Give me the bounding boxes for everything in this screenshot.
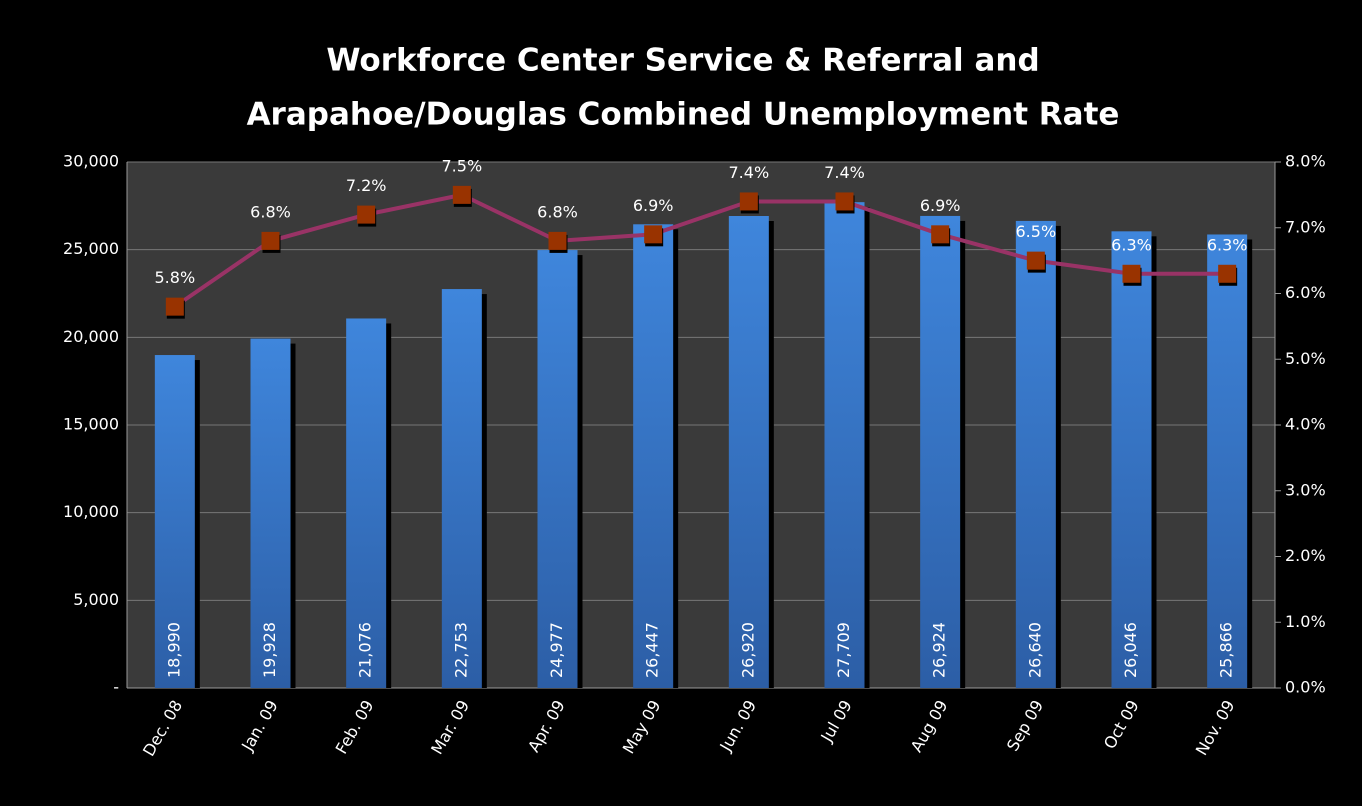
y2-tick-label: 2.0%: [1285, 546, 1326, 565]
y2-tick-label: 5.0%: [1285, 349, 1326, 368]
marker: [452, 185, 471, 204]
marker: [644, 225, 663, 244]
bar-value-label: 26,046: [1121, 622, 1140, 678]
bar: [824, 202, 865, 688]
y-tick-label: 25,000: [63, 239, 119, 258]
marker: [357, 205, 376, 224]
bar-value-label: 24,977: [547, 622, 566, 678]
line-value-label: 5.8%: [155, 268, 196, 287]
chart-title: Arapahoe/Douglas Combined Unemployment R…: [247, 97, 1120, 133]
bar-value-label: 25,866: [1217, 622, 1236, 678]
line-value-label: 7.5%: [442, 156, 483, 175]
bar-value-label: 21,076: [356, 622, 375, 678]
marker: [1122, 264, 1141, 283]
y-tick-label: -: [113, 678, 119, 697]
bar-value-label: 26,447: [643, 622, 662, 678]
bar-value-label: 22,753: [451, 622, 470, 678]
y-tick-label: 10,000: [63, 502, 119, 521]
line-value-label: 6.5%: [1016, 222, 1057, 241]
line-value-label: 6.8%: [250, 202, 291, 221]
bar: [920, 215, 961, 688]
bar: [537, 250, 578, 688]
bar: [1015, 220, 1056, 689]
bar: [633, 224, 674, 688]
bar: [250, 338, 291, 688]
y2-tick-label: 0.0%: [1285, 678, 1326, 697]
chart-title: Workforce Center Service & Referral and: [326, 43, 1039, 79]
bar: [154, 355, 195, 688]
line: [173, 192, 1228, 309]
bar-value-label: 27,709: [834, 622, 853, 678]
marker: [261, 231, 280, 250]
bar: [1207, 234, 1248, 689]
line-value-label: 6.9%: [633, 196, 674, 215]
marker: [165, 297, 184, 316]
bar-value-label: 19,928: [260, 622, 279, 678]
marker: [835, 192, 854, 211]
y2-tick-label: 3.0%: [1285, 480, 1326, 499]
bar: [728, 216, 769, 688]
y2-tick-label: 8.0%: [1285, 152, 1326, 171]
marker: [931, 225, 950, 244]
line-value-label: 6.3%: [1207, 235, 1248, 254]
y2-tick-label: 6.0%: [1285, 283, 1326, 302]
line-value-label: 6.8%: [537, 202, 578, 221]
line-value-label: 7.2%: [346, 176, 387, 195]
marker: [1218, 264, 1237, 283]
y-tick-label: 20,000: [63, 327, 119, 346]
y2-tick-label: 7.0%: [1285, 217, 1326, 236]
marker: [1026, 251, 1045, 270]
y-tick-label: 15,000: [63, 415, 119, 434]
marker: [548, 231, 567, 250]
line-value-label: 7.4%: [824, 163, 865, 182]
marker: [739, 192, 758, 211]
bar: [1111, 231, 1152, 689]
y-tick-label: 30,000: [63, 152, 119, 171]
bar-value-label: 26,924: [930, 622, 949, 678]
y2-tick-label: 4.0%: [1285, 415, 1326, 434]
bar-value-label: 18,990: [164, 622, 183, 678]
bar-value-label: 26,640: [1025, 622, 1044, 678]
bar: [346, 318, 387, 688]
y-tick-label: 5,000: [73, 590, 119, 609]
bar: [441, 289, 482, 688]
y2-tick-label: 1.0%: [1285, 612, 1326, 631]
bar-value-label: 26,920: [738, 622, 757, 678]
line-value-label: 7.4%: [729, 163, 770, 182]
line-value-label: 6.9%: [920, 196, 961, 215]
line-value-label: 6.3%: [1111, 235, 1152, 254]
